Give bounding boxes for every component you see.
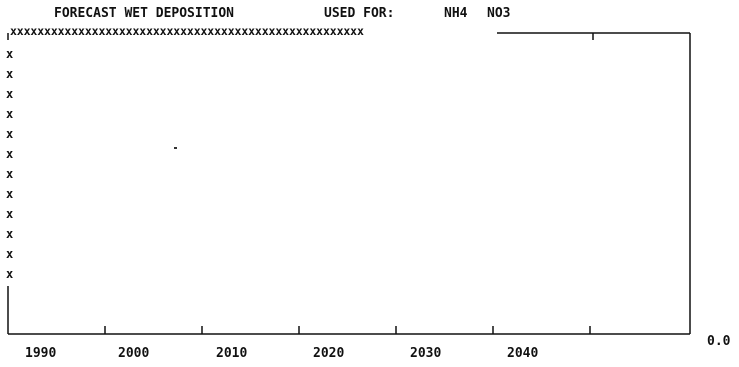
left-marker: x xyxy=(6,227,14,241)
x-tick-label: 2040 xyxy=(507,346,539,361)
left-marker: x xyxy=(6,107,14,121)
used-for-label: USED FOR: xyxy=(324,6,395,21)
x-tick-label: 2000 xyxy=(118,346,150,361)
y-axis-min-label: 0.0 xyxy=(707,334,731,349)
species-nh4: NH4 xyxy=(444,6,468,21)
left-marker: x xyxy=(6,147,14,161)
x-tick-label: 1990 xyxy=(25,346,57,361)
x-tick-label: 2030 xyxy=(410,346,442,361)
left-marker: x xyxy=(6,87,14,101)
left-marker: x xyxy=(6,127,14,141)
left-marker: x xyxy=(6,187,14,201)
left-marker: x xyxy=(6,47,14,61)
ink-speck xyxy=(174,147,177,149)
left-marker: x xyxy=(6,67,14,81)
forecast-title: FORECAST WET DEPOSITION xyxy=(54,6,235,21)
x-tick-label: 2020 xyxy=(313,346,345,361)
left-marker: x xyxy=(6,207,14,221)
species-no3: NO3 xyxy=(487,6,511,21)
x-axis-ticks xyxy=(104,326,591,334)
x-tick-label: 2010 xyxy=(216,346,248,361)
left-marker-column: x x x x x x x x x x x x xyxy=(6,44,18,284)
left-marker: x xyxy=(6,167,14,181)
left-marker: x xyxy=(6,267,14,281)
left-marker: x xyxy=(6,247,14,261)
top-marker-row: xxxxxxxxxxxxxxxxxxxxxxxxxxxxxxxxxxxxxxxx… xyxy=(10,24,364,38)
